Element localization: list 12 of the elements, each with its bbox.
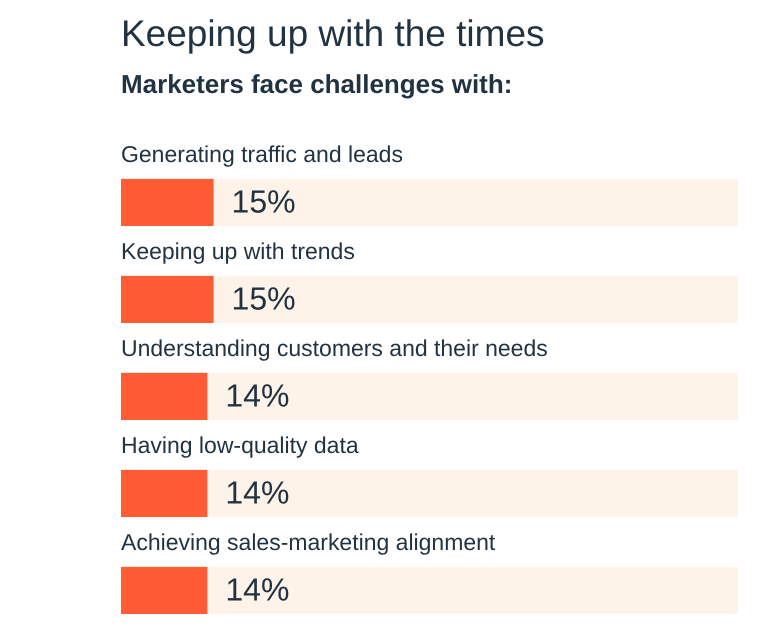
y-tick-label: Keeping up with trends: [121, 238, 355, 264]
chart-subtitle: Marketers face challenges with:: [121, 69, 512, 99]
data-label: 14%: [225, 377, 290, 414]
data-label: 15%: [232, 280, 296, 316]
chart-title: Keeping up with the times: [121, 13, 545, 54]
y-tick-label: Having low-quality data: [121, 432, 359, 458]
y-tick-label: Generating traffic and leads: [121, 140, 403, 167]
data-label: 14%: [225, 571, 290, 608]
data-label: 15%: [232, 183, 296, 220]
data-label: 14%: [225, 474, 290, 510]
y-tick-label: Achieving sales-marketing alignment: [121, 528, 496, 555]
y-tick-label: Understanding customers and their needs: [121, 334, 548, 361]
